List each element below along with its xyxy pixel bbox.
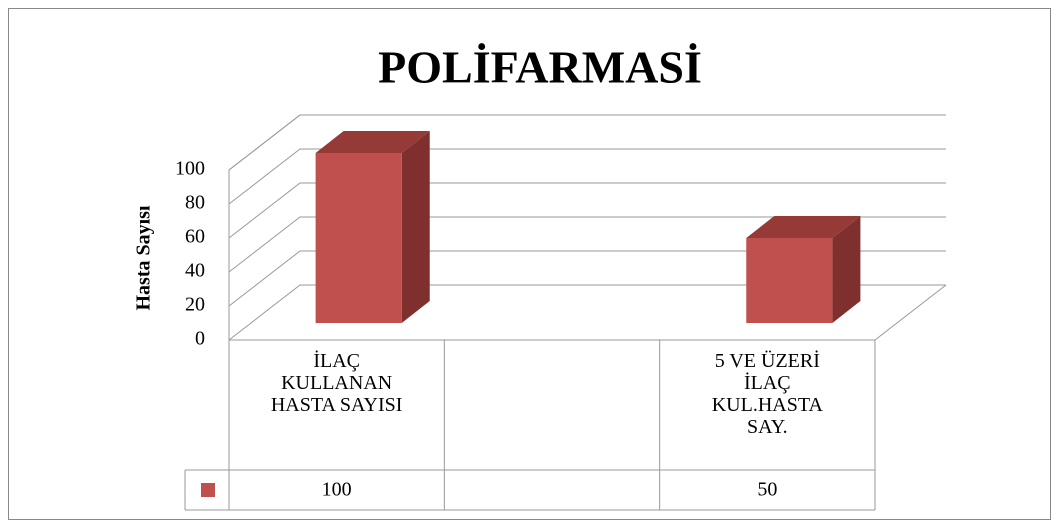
bar-top xyxy=(746,216,861,238)
bar-side xyxy=(401,131,430,323)
x-tick-label: 5 VE ÜZERİ İLAÇ KUL.HASTA SAY. xyxy=(711,350,823,438)
grid-line xyxy=(228,148,946,205)
x-tick-label-box: 5 VE ÜZERİ İLAÇ KUL.HASTA SAY. xyxy=(660,340,875,470)
bar xyxy=(746,216,861,323)
y-tick-label: 80 xyxy=(185,192,205,214)
bar-front xyxy=(746,238,833,323)
y-tick-label: 20 xyxy=(185,294,205,316)
y-tick-label: 60 xyxy=(185,226,205,248)
x-tick-cell: İLAÇ KULLANAN HASTA SAYISI xyxy=(229,340,444,470)
x-tick-label: İLAÇ KULLANAN HASTA SAYISI xyxy=(270,350,403,416)
bar-front xyxy=(315,153,402,323)
grid-line xyxy=(228,114,946,171)
data-table-value: 100 xyxy=(322,479,352,501)
y-axis-label: Hasta Sayısı xyxy=(133,205,155,310)
x-tick-label-box: İLAÇ KULLANAN HASTA SAYISI xyxy=(229,340,444,470)
y-tick-label: 40 xyxy=(185,260,205,282)
data-table-value: 50 xyxy=(757,479,777,501)
y-tick-label: 0 xyxy=(195,328,205,350)
grid-line xyxy=(228,216,946,273)
bar-top xyxy=(315,131,430,153)
grid-line xyxy=(228,182,946,239)
y-tick-label: 100 xyxy=(175,158,205,180)
bar xyxy=(315,131,430,323)
legend-marker xyxy=(201,483,215,497)
grid-line xyxy=(228,284,946,341)
bar-side xyxy=(832,216,861,323)
chart-border xyxy=(8,8,1051,520)
grid-line xyxy=(228,250,946,307)
chart-title: POLİFARMASİ xyxy=(378,42,702,93)
x-tick-cell: 5 VE ÜZERİ İLAÇ KUL.HASTA SAY. xyxy=(660,340,875,470)
